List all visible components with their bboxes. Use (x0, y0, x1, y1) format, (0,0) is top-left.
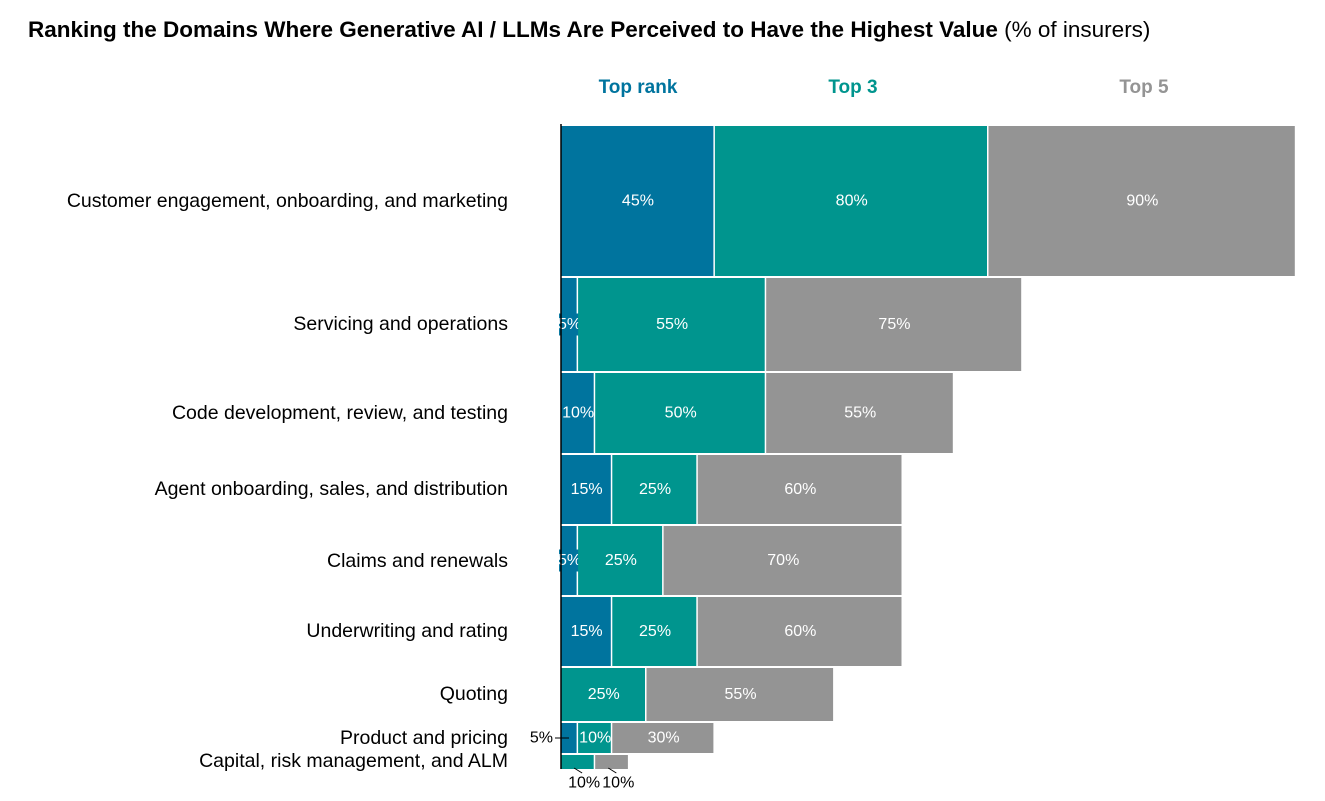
data-label-top-5: 60% (784, 481, 816, 498)
bar-top-3 (595, 373, 765, 453)
bar-top-5 (663, 526, 902, 595)
data-label-top-5: 75% (878, 316, 910, 333)
data-label-top-3: 50% (665, 405, 697, 422)
data-label-top-rank: 10% (562, 405, 594, 422)
data-label-top-rank: 5% (558, 552, 581, 569)
bar-top-5 (595, 755, 628, 769)
data-label-top-5: 10% (602, 775, 634, 792)
bar-top-3 (578, 278, 765, 371)
bar-top-5 (766, 278, 1022, 371)
category-label: Quoting (439, 683, 508, 705)
data-label-top-5: 55% (725, 686, 757, 703)
bar-top-3 (561, 755, 594, 769)
data-label-top-3: 55% (656, 316, 688, 333)
legend-top-5: Top 5 (1119, 77, 1169, 98)
chart-title: Ranking the Domains Where Generative AI … (28, 17, 1150, 43)
bar-top-5 (612, 723, 714, 753)
data-label-top-5: 60% (784, 623, 816, 640)
data-label-top-5: 30% (648, 730, 680, 747)
data-label-top-rank: 5% (558, 316, 581, 333)
bar-top-3 (714, 126, 987, 276)
category-label: Servicing and operations (293, 313, 508, 335)
data-label-top-rank: 15% (571, 623, 603, 640)
bar-top-5 (766, 373, 953, 453)
data-label-top-5: 90% (1126, 193, 1158, 210)
data-label-box (559, 313, 581, 336)
chart-title-main: Ranking the Domains Where Generative AI … (28, 17, 998, 42)
data-label-top-5: 70% (767, 552, 799, 569)
category-label: Capital, risk management, and ALM (199, 750, 508, 772)
bar-top-5 (697, 597, 902, 666)
category-label: Code development, review, and testing (171, 402, 508, 424)
bar-top-5 (988, 126, 1295, 276)
data-label-box (559, 549, 581, 572)
bar-top-3 (612, 597, 697, 666)
data-label-top-rank: 15% (571, 481, 603, 498)
data-label-top-3: 10% (579, 730, 611, 747)
category-label: Customer engagement, onboarding, and mar… (66, 190, 508, 212)
legend-top-3: Top 3 (828, 77, 878, 98)
category-label: Underwriting and rating (306, 620, 508, 642)
bar-top-5 (646, 668, 834, 721)
data-label-top-3: 25% (639, 481, 671, 498)
data-label-top-3: 10% (568, 775, 600, 792)
data-label-top-5: 55% (844, 405, 876, 422)
data-label-box (580, 727, 610, 749)
legend-top-rank: Top rank (598, 77, 678, 98)
bar-top-rank (561, 455, 611, 524)
category-label: Claims and renewals (327, 550, 508, 572)
data-label-top-3: 25% (639, 623, 671, 640)
data-label-top-rank: 45% (622, 193, 654, 210)
category-label: Product and pricing (339, 727, 508, 749)
bar-top-5 (697, 455, 902, 524)
bar-top-3 (612, 455, 697, 524)
chart-title-suffix: (% of insurers) (1004, 17, 1151, 42)
data-label-top-3: 25% (588, 686, 620, 703)
data-label-top-3: 80% (836, 193, 868, 210)
data-label-top-3: 25% (605, 552, 637, 569)
data-label-box (563, 402, 593, 424)
leader-line (573, 767, 583, 774)
bar-top-3 (578, 526, 663, 595)
bar-top-rank (561, 597, 611, 666)
bar-top-rank (561, 126, 714, 276)
category-label: Agent onboarding, sales, and distributio… (154, 478, 508, 500)
bar-top-3 (561, 668, 645, 721)
data-label-top-rank: 5% (530, 730, 553, 747)
leader-line (608, 767, 617, 774)
